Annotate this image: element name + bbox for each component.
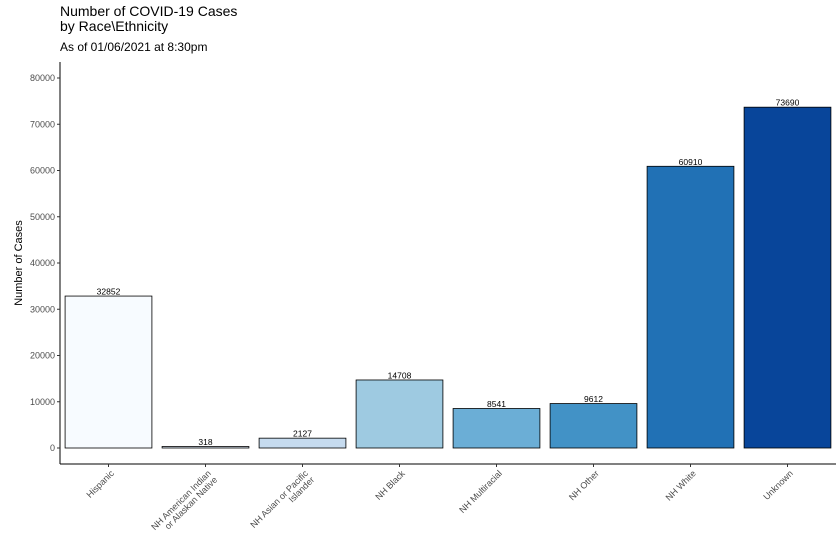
chart-subtitle: As of 01/06/2021 at 8:30pm: [60, 40, 208, 54]
bar: [258, 437, 347, 449]
bar: [646, 165, 735, 449]
x-tick-label-line: NH American Indian: [149, 468, 213, 532]
data-label: 14708: [388, 370, 412, 380]
y-tick-label: 0: [50, 443, 55, 453]
chart-title: Number of COVID-19 Cases by Race\Ethnici…: [60, 3, 238, 34]
y-axis-title: Number of Cases: [13, 220, 25, 306]
bar: [355, 379, 444, 449]
x-tick-label: NH White: [664, 468, 698, 502]
bar: [64, 295, 153, 449]
bar: [549, 403, 638, 449]
y-tick-label: 20000: [30, 351, 55, 361]
x-tick-label: NH Asian or PacificIslander: [248, 468, 316, 536]
y-tick-label: 70000: [30, 119, 55, 129]
data-label: 32852: [97, 287, 121, 297]
x-tick-label: NH Multiracial: [457, 468, 504, 515]
x-tick-label-line: NH Other: [567, 468, 601, 502]
data-label: 9612: [584, 394, 603, 404]
bar: [161, 446, 250, 449]
bar: [452, 408, 541, 449]
y-tick-label: 60000: [30, 166, 55, 176]
x-tick-label: NH Other: [567, 468, 601, 502]
data-labels-group: 32852 318 2127 14708 8541 9612 60910 73690: [97, 98, 800, 447]
x-tick-label-line: Hispanic: [84, 468, 116, 500]
y-tick-label: 40000: [30, 258, 55, 268]
bars-group: [64, 106, 832, 449]
x-tick-label: NH Black: [373, 468, 407, 502]
x-tick-label-line: NH Multiracial: [457, 468, 504, 515]
y-tick-label: 50000: [30, 212, 55, 222]
x-tick-label-line: Unknown: [761, 468, 795, 502]
data-label: 2127: [293, 429, 312, 439]
data-label: 60910: [679, 157, 703, 167]
y-tick-label: 10000: [30, 397, 55, 407]
data-label: 73690: [776, 98, 800, 108]
data-label: 318: [198, 437, 212, 447]
x-tick-label: Unknown: [761, 468, 795, 502]
x-tick-label: Hispanic: [84, 468, 116, 500]
x-tick-label-line: NH White: [664, 468, 698, 502]
x-tick-label-line: NH Black: [373, 468, 407, 502]
x-tick-label-line: NH Asian or Pacific: [248, 468, 310, 530]
bar: [743, 106, 832, 449]
data-label: 8541: [487, 399, 506, 409]
y-tick-label: 80000: [30, 73, 55, 83]
y-tick-label: 30000: [30, 304, 55, 314]
x-tick-label: NH American Indianor Alaskan Native: [149, 468, 219, 538]
